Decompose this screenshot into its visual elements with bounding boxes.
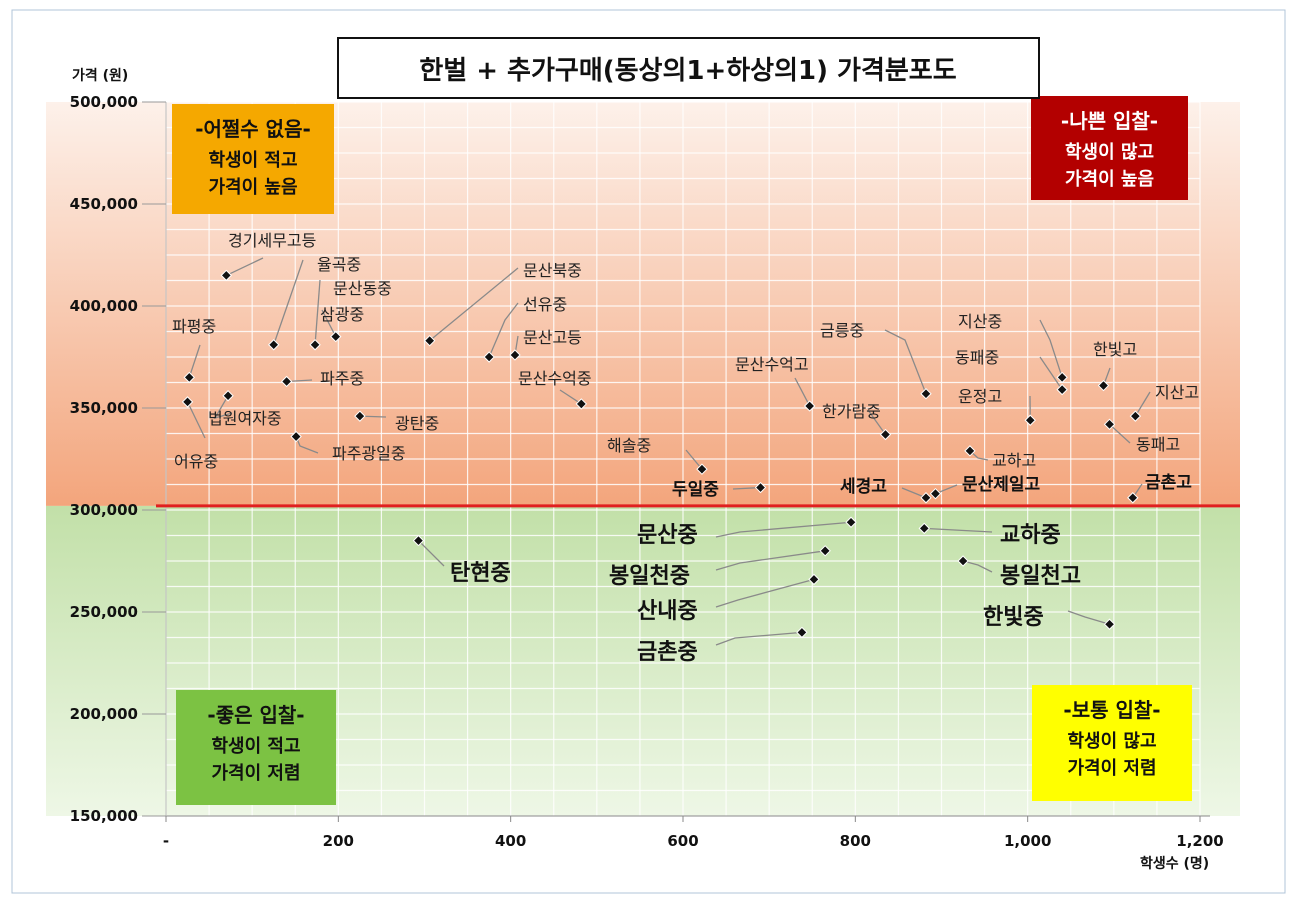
quadrant-text-bl: 학생이 적고 bbox=[211, 735, 300, 757]
x-tick-label: - bbox=[163, 832, 169, 850]
data-point-label: 봉일천고 bbox=[1000, 564, 1081, 589]
data-point-label: 봉일천중 bbox=[609, 564, 690, 589]
data-point-label: 동패고 bbox=[1136, 435, 1180, 454]
data-point-label: 율곡중 bbox=[317, 255, 361, 274]
y-tick-label: 500,000 bbox=[70, 93, 138, 111]
y-tick-label: 450,000 bbox=[70, 195, 138, 213]
x-tick-label: 400 bbox=[495, 832, 526, 850]
data-point-label: 한빛중 bbox=[983, 605, 1044, 630]
data-point-label: 문산수억중 bbox=[518, 369, 592, 388]
data-point-label: 삼광중 bbox=[320, 305, 364, 324]
data-point-label: 두일중 bbox=[672, 480, 719, 500]
quadrant-text-bl: 가격이 저렴 bbox=[211, 763, 300, 784]
data-point-label: 지산중 bbox=[958, 312, 1002, 331]
data-point-label: 금촌중 bbox=[637, 640, 698, 665]
data-point-label: 해솔중 bbox=[607, 436, 651, 455]
data-point-label: 탄현중 bbox=[450, 561, 511, 586]
y-tick-label: 400,000 bbox=[70, 297, 138, 315]
data-point-label: 파주광일중 bbox=[332, 444, 406, 463]
data-point-label: 한빛고 bbox=[1093, 340, 1137, 359]
data-point-label: 산내중 bbox=[637, 599, 698, 624]
quadrant-text-tl: 가격이 높음 bbox=[208, 177, 297, 198]
x-tick-label: 1,200 bbox=[1176, 832, 1223, 850]
data-point-label: 광탄중 bbox=[395, 414, 439, 433]
quadrant-text-tl: 학생이 적고 bbox=[208, 149, 297, 171]
quadrant-title-bl: -좋은 입찰- bbox=[207, 703, 304, 727]
data-point-label: 문산수억고 bbox=[735, 355, 809, 374]
data-point-label: 선유중 bbox=[523, 295, 567, 314]
data-point-label: 세경고 bbox=[840, 477, 887, 497]
data-point-label: 지산고 bbox=[1155, 383, 1199, 402]
y-tick-label: 250,000 bbox=[70, 603, 138, 621]
data-point-label: 어유중 bbox=[174, 452, 218, 471]
y-tick-label: 300,000 bbox=[70, 501, 138, 519]
y-tick-label: 350,000 bbox=[70, 399, 138, 417]
title-box: 한벌 + 추가구매(동상의1+하상의1) 가격분포도 bbox=[338, 38, 1039, 98]
data-point-label: 한가람중 bbox=[822, 402, 881, 421]
y-tick-label: 200,000 bbox=[70, 705, 138, 723]
quadrant-text-tr: 가격이 높음 bbox=[1065, 169, 1154, 190]
quadrant-text-br: 학생이 많고 bbox=[1067, 730, 1156, 752]
x-tick-label: 600 bbox=[667, 832, 698, 850]
quadrant-title-tr: -나쁜 입찰- bbox=[1061, 109, 1158, 133]
data-point-label: 교하중 bbox=[1000, 523, 1061, 548]
data-point-label: 법원여자중 bbox=[208, 409, 282, 428]
quadrant-text-tr: 학생이 많고 bbox=[1065, 141, 1154, 163]
quadrant-text-br: 가격이 저렴 bbox=[1067, 758, 1156, 779]
data-point-label: 금촌고 bbox=[1145, 473, 1192, 493]
data-point-label: 문산고등 bbox=[523, 328, 582, 347]
data-point-label: 문산제일고 bbox=[962, 475, 1041, 495]
data-point-label: 문산북중 bbox=[523, 261, 582, 280]
x-axis-label: 학생수 (명) bbox=[1140, 855, 1209, 872]
data-point-label: 문산동중 bbox=[333, 279, 392, 298]
x-tick-label: 800 bbox=[840, 832, 871, 850]
quadrant-title-tl: -어쩔수 없음- bbox=[195, 117, 311, 141]
data-point-label: 문산중 bbox=[637, 523, 698, 548]
y-tick-label: 150,000 bbox=[70, 807, 138, 825]
data-point-label: 운정고 bbox=[958, 387, 1002, 406]
data-point-label: 동패중 bbox=[955, 348, 999, 367]
y-axis-label: 가격 (원) bbox=[72, 67, 128, 84]
data-point-label: 파평중 bbox=[172, 317, 216, 336]
data-point-label: 교하고 bbox=[992, 451, 1036, 470]
data-point-label: 파주중 bbox=[320, 369, 364, 388]
data-point-label: 경기세무고등 bbox=[228, 231, 316, 250]
chart-title: 한벌 + 추가구매(동상의1+하상의1) 가격분포도 bbox=[419, 56, 956, 86]
data-point-label: 금릉중 bbox=[820, 321, 864, 340]
x-tick-label: 1,000 bbox=[1004, 832, 1051, 850]
x-tick-label: 200 bbox=[323, 832, 354, 850]
quadrant-title-br: -보통 입찰- bbox=[1063, 698, 1160, 722]
